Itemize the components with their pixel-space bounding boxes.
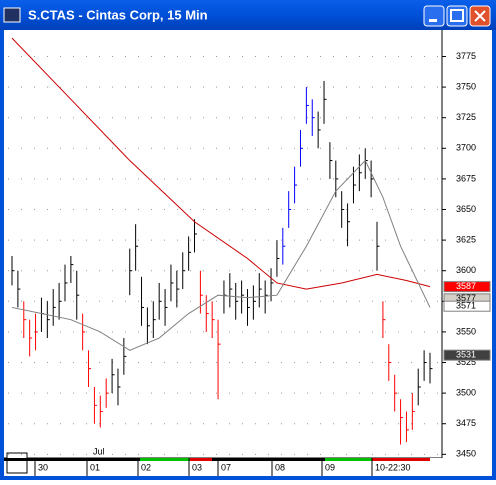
y-tick-label: 3700 bbox=[456, 143, 476, 153]
day-label: 30 bbox=[38, 462, 48, 472]
session-strip bbox=[325, 458, 372, 461]
session-strip bbox=[4, 458, 140, 461]
price-marker-label: 3531 bbox=[456, 350, 476, 360]
day-label: 10-22:30 bbox=[375, 462, 411, 472]
moving-average bbox=[11, 159, 431, 351]
price-marker bbox=[443, 281, 491, 293]
session-strip bbox=[140, 458, 190, 461]
price-marker bbox=[443, 349, 491, 361]
price-marker bbox=[443, 300, 491, 312]
y-tick-label: 3725 bbox=[456, 112, 476, 122]
y-tick-label: 3525 bbox=[456, 357, 476, 367]
chart-area bbox=[4, 30, 492, 476]
close-button[interactable] bbox=[469, 5, 491, 27]
session-strip bbox=[190, 458, 212, 461]
y-tick-label: 3500 bbox=[456, 387, 476, 397]
day-label: 09 bbox=[325, 462, 335, 472]
y-tick-label: 3675 bbox=[456, 173, 476, 183]
y-tick-label: 3550 bbox=[456, 326, 476, 336]
moving-average bbox=[11, 37, 431, 290]
y-tick-label: 3625 bbox=[456, 234, 476, 244]
price-marker-label: 3571 bbox=[456, 301, 476, 311]
price-marker-label: 3587 bbox=[456, 281, 476, 291]
app-icon bbox=[3, 7, 21, 23]
day-label: 07 bbox=[221, 462, 231, 472]
time-axis bbox=[4, 458, 492, 476]
y-tick-label: 3450 bbox=[456, 449, 476, 459]
month-label: Jul bbox=[93, 446, 105, 456]
session-strip bbox=[372, 458, 430, 461]
price-marker-label: 3577 bbox=[456, 293, 476, 303]
corner-box bbox=[6, 452, 28, 474]
day-label: 02 bbox=[141, 462, 151, 472]
y-tick-label: 3775 bbox=[456, 51, 476, 61]
y-tick-label: 3475 bbox=[456, 418, 476, 428]
day-label: 01 bbox=[90, 462, 100, 472]
y-tick-label: 3600 bbox=[456, 265, 476, 275]
day-label: 03 bbox=[192, 462, 202, 472]
window-title: S.CTAS - Cintas Corp, 15 Min bbox=[28, 7, 208, 22]
day-label: 08 bbox=[275, 462, 285, 472]
maximize-button[interactable] bbox=[446, 5, 468, 27]
y-tick-label: 3750 bbox=[456, 81, 476, 91]
minimize-button[interactable] bbox=[423, 5, 445, 27]
title-bar bbox=[0, 0, 496, 30]
y-tick-label: 3650 bbox=[456, 204, 476, 214]
session-strip bbox=[212, 458, 325, 461]
